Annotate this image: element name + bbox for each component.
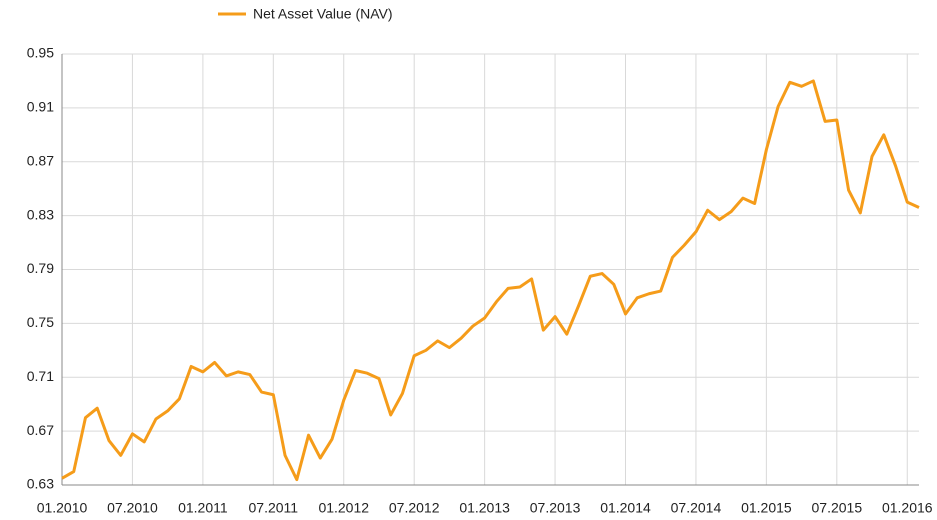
- y-tick-label: 0.87: [27, 152, 54, 168]
- x-tick-label: 01.2016: [882, 500, 933, 516]
- x-tick-label: 01.2012: [318, 500, 369, 516]
- x-tick-label: 01.2015: [741, 500, 792, 516]
- x-tick-label: 07.2011: [249, 500, 299, 516]
- x-tick-label: 07.2013: [530, 500, 581, 516]
- x-tick-label: 07.2015: [812, 500, 863, 516]
- y-tick-label: 0.91: [27, 99, 54, 115]
- line: [61, 79, 920, 482]
- y-tick-label: 0.79: [27, 260, 54, 276]
- y-tick-label: 0.71: [27, 368, 54, 384]
- x-tick-label: 01.2010: [37, 500, 88, 516]
- x-tick-label: 01.2013: [459, 500, 510, 516]
- y-tick-label: 0.63: [27, 476, 54, 492]
- x-tick-label: 07.2010: [107, 500, 158, 516]
- x-tick-label: 07.2012: [389, 500, 440, 516]
- x-tick-label: 01.2014: [600, 500, 651, 516]
- y-tick-label: 0.95: [27, 45, 54, 61]
- x-tick-label: 01.2011: [178, 500, 228, 516]
- y-tick-label: 0.75: [27, 314, 54, 330]
- y-tick-label: 0.67: [27, 422, 54, 438]
- y-tick-label: 0.83: [27, 206, 54, 222]
- x-tick-label: 07.2014: [671, 500, 722, 516]
- legend-label: Net Asset Value (NAV): [253, 6, 393, 22]
